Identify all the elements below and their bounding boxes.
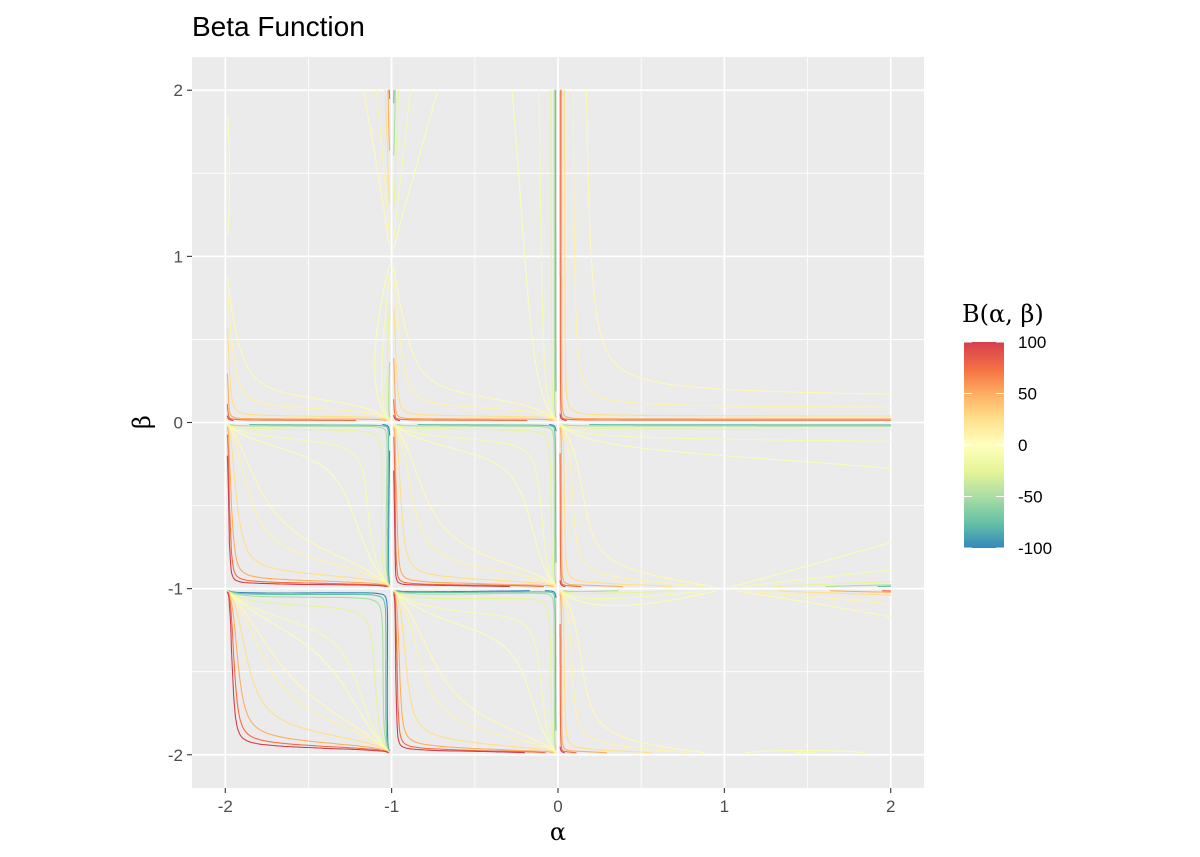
legend: B(α, β) 100 50 0 -50 -100 bbox=[962, 300, 1052, 558]
contour-line bbox=[226, 413, 567, 754]
y-tick-label: 0 bbox=[174, 414, 183, 433]
legend-tick-label: 50 bbox=[1018, 385, 1037, 404]
y-axis-title: β bbox=[128, 415, 156, 429]
legend-tick-label: -50 bbox=[1018, 488, 1043, 507]
x-axis-title: α bbox=[550, 818, 566, 846]
major-gridlines bbox=[192, 57, 924, 788]
chart-title: Beta Function bbox=[192, 11, 365, 42]
legend-tick-label: 100 bbox=[1018, 333, 1046, 352]
x-tick-label: 0 bbox=[553, 797, 562, 816]
y-tick-label: -1 bbox=[168, 580, 183, 599]
x-tick-label: -1 bbox=[384, 797, 399, 816]
x-tick-label: -2 bbox=[218, 797, 233, 816]
legend-title: B(α, β) bbox=[962, 300, 1044, 328]
x-axis: -2 -1 0 1 2 bbox=[218, 788, 895, 816]
y-tick-label: 1 bbox=[174, 247, 183, 266]
y-tick-label: -2 bbox=[168, 746, 183, 765]
legend-ticks: 100 50 0 -50 -100 bbox=[964, 333, 1052, 558]
contour-lines bbox=[226, 89, 892, 754]
y-tick-label: 2 bbox=[174, 81, 183, 100]
x-tick-label: 2 bbox=[886, 797, 895, 816]
y-axis: -2 -1 0 1 2 bbox=[168, 81, 192, 765]
legend-tick-label: 0 bbox=[1018, 436, 1027, 455]
legend-tick-label: -100 bbox=[1018, 539, 1052, 558]
x-tick-label: 1 bbox=[720, 797, 729, 816]
